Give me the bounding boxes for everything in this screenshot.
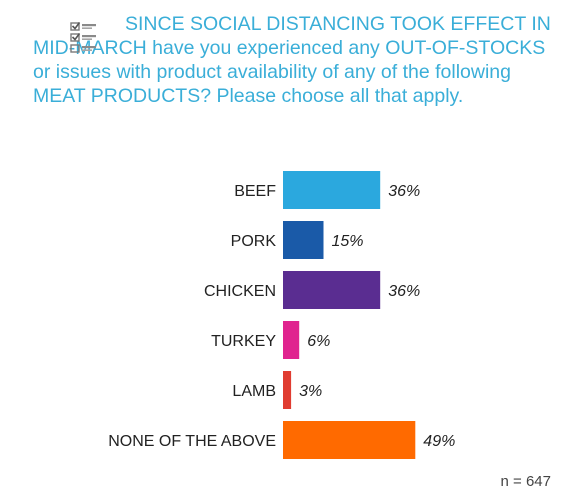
- bar-chart: BEEF 36% PORK 15% CHICKEN 36% TURKEY 6% LAMB 3% NO…: [108, 171, 455, 459]
- category-label: TURKEY: [211, 333, 276, 350]
- sample-size-label: n = 647: [500, 473, 551, 490]
- value-label: 3%: [299, 383, 322, 400]
- bar-turkey: [283, 321, 300, 359]
- value-label: 6%: [307, 333, 330, 350]
- bar-beef: [283, 171, 381, 209]
- category-label: PORK: [231, 233, 277, 250]
- bar-pork: [283, 221, 324, 259]
- value-label: 36%: [388, 283, 420, 300]
- checklist-icon: [70, 22, 96, 53]
- bar-none-of-the-above: [283, 421, 416, 459]
- bar-lamb: [283, 371, 292, 409]
- value-label: 36%: [388, 183, 420, 200]
- value-label: 49%: [423, 433, 455, 450]
- value-label: 15%: [332, 233, 364, 250]
- category-label: BEEF: [234, 183, 276, 200]
- category-label: LAMB: [232, 383, 276, 400]
- category-label: NONE OF THE ABOVE: [108, 433, 276, 450]
- chart-title: SINCE SOCIAL DISTANCING TOOK EFFECT IN M…: [33, 13, 551, 107]
- category-label: CHICKEN: [204, 283, 276, 300]
- bar-chicken: [283, 271, 381, 309]
